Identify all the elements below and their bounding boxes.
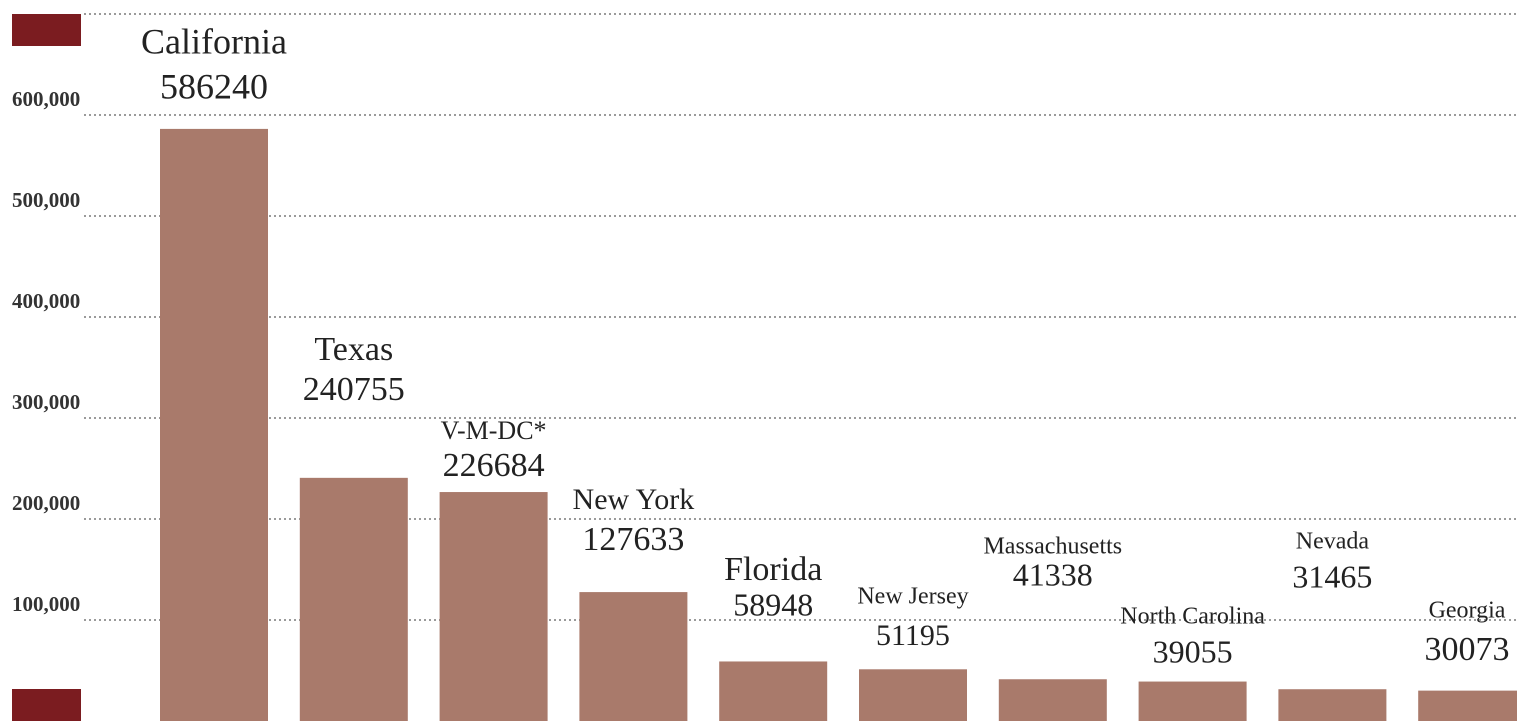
y-tick-label: 100,000 <box>12 592 80 616</box>
y-tick-label: 500,000 <box>12 188 80 212</box>
y-tick-label: 300,000 <box>12 390 80 414</box>
value-label: 39055 <box>1153 633 1233 669</box>
category-label: Texas <box>314 331 393 368</box>
category-label: New Jersey <box>857 584 968 610</box>
value-label: 30073 <box>1425 631 1510 668</box>
value-label: 226684 <box>443 447 545 484</box>
y-tick-label: 400,000 <box>12 289 80 313</box>
category-label: Massachusetts <box>983 534 1122 560</box>
value-label: 31465 <box>1292 558 1372 594</box>
value-label: 41338 <box>1013 556 1093 592</box>
value-label: 58948 <box>733 586 813 622</box>
corner-block <box>12 689 81 721</box>
bar <box>299 477 408 721</box>
bar <box>1138 681 1247 721</box>
category-label: Nevada <box>1296 529 1370 555</box>
value-label: 51195 <box>876 619 950 652</box>
category-label: Florida <box>724 551 822 588</box>
category-label: California <box>141 21 287 61</box>
category-label: North Carolina <box>1120 604 1265 630</box>
category-label: New York <box>573 483 695 516</box>
value-label: 586240 <box>160 66 268 106</box>
bar <box>1418 690 1517 721</box>
value-label: 127633 <box>582 521 684 558</box>
value-label: 240755 <box>303 371 405 408</box>
bar <box>439 492 548 721</box>
bar <box>160 128 268 721</box>
bar <box>859 669 967 721</box>
y-tick-label: 200,000 <box>12 491 80 515</box>
category-label: Georgia <box>1429 598 1506 624</box>
y-tick-label: 600,000 <box>12 87 80 111</box>
category-label: V-M-DC* <box>441 416 547 445</box>
bar <box>579 592 688 721</box>
bar <box>719 661 828 721</box>
bar <box>1278 689 1387 721</box>
bar <box>998 679 1107 721</box>
corner-block <box>12 14 81 46</box>
